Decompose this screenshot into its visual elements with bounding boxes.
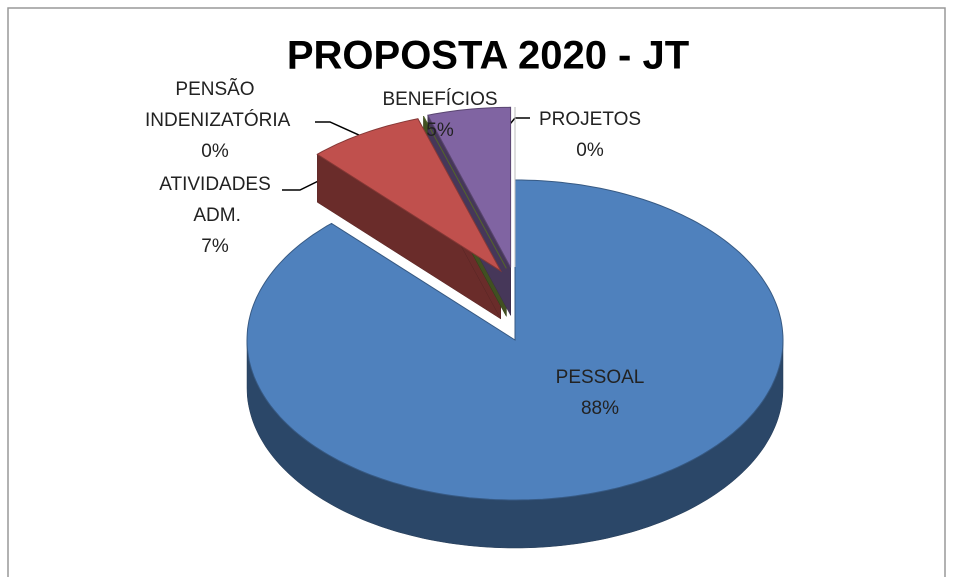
label-line: PROJETOS — [539, 109, 641, 130]
category-label: BENEFÍCIOS — [382, 89, 497, 110]
category-label: PENSÃO INDENIZATÓRIA — [140, 78, 291, 131]
value-label: 88% — [581, 398, 619, 419]
value-label: 5% — [426, 120, 454, 141]
label-line: BENEFÍCIOS — [382, 89, 497, 110]
value-label: 7% — [201, 236, 229, 257]
category-label: PROJETOS — [539, 109, 641, 130]
category-label: ATIVIDADES ADM. — [159, 174, 271, 226]
chart-frame — [7, 7, 946, 577]
pie-slice — [246, 179, 784, 501]
chart-title: PROPOSTA 2020 - JT — [287, 34, 689, 78]
pie-slice — [423, 115, 507, 269]
label-line: PENSÃO — [175, 78, 254, 100]
pie-slice — [316, 118, 503, 273]
label-line: ATIVIDADES — [159, 174, 271, 195]
value-label: 0% — [201, 141, 229, 162]
pie-slice — [427, 106, 512, 268]
label-line: PESSOAL — [556, 367, 645, 388]
label-line: ADM. — [189, 205, 241, 226]
value-label: 0% — [576, 140, 604, 161]
label-line: INDENIZATÓRIA — [140, 109, 291, 131]
category-label: PESSOAL — [556, 367, 645, 388]
